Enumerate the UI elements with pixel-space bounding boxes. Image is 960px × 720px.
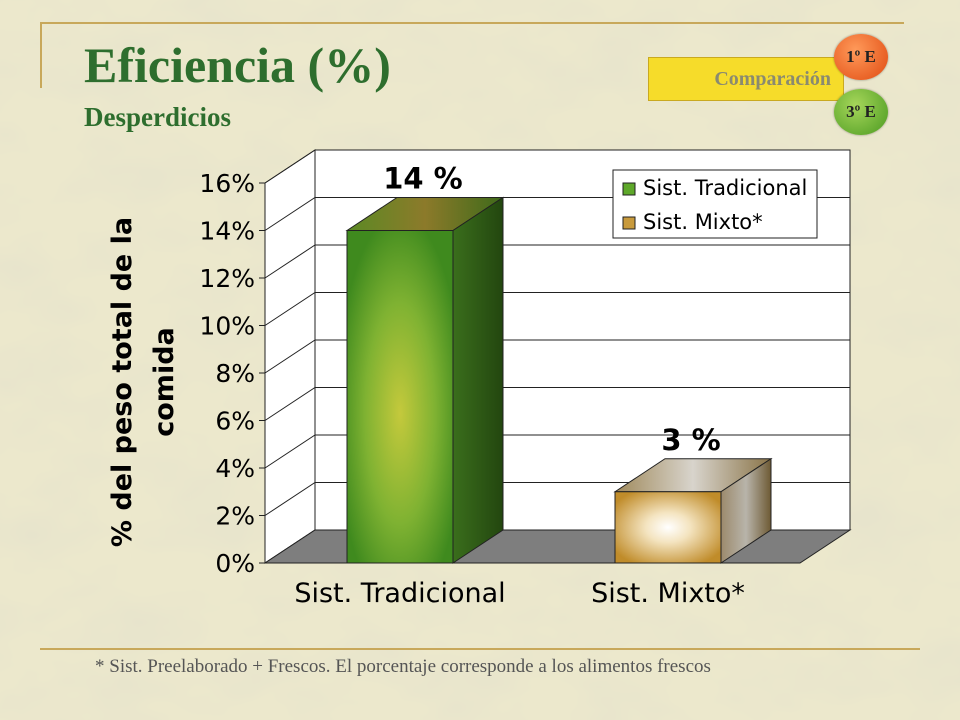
- y-tick-label: 6%: [215, 407, 255, 436]
- y-tick-label: 12%: [199, 264, 255, 293]
- legend-swatch: [622, 216, 636, 230]
- bar: [346, 230, 454, 564]
- y-tick-label: 16%: [199, 169, 255, 198]
- top-rule: [40, 22, 904, 24]
- data-label: 14 %: [383, 162, 463, 196]
- comparison-box: Comparación: [648, 57, 844, 101]
- bar: [614, 491, 722, 564]
- y-tick-label: 10%: [199, 312, 255, 341]
- legend: [612, 169, 818, 239]
- left-rule: [40, 22, 42, 88]
- x-tick-label: Sist. Tradicional: [294, 578, 505, 609]
- legend-swatch: [622, 182, 636, 196]
- y-axis-label: % del peso total de la comida: [107, 217, 180, 547]
- data-label: 3 %: [661, 423, 720, 457]
- comparison-label: Comparación: [714, 67, 831, 90]
- badge-1e-label: 1º E: [846, 47, 876, 66]
- y-tick-label: 4%: [215, 454, 255, 483]
- badge-1e: 1º E: [834, 34, 888, 80]
- legend-label: Sist. Mixto*: [643, 210, 763, 234]
- gridline: [264, 434, 850, 469]
- bottom-rule: [40, 648, 920, 650]
- gridline: [264, 339, 850, 374]
- page-subtitle: Desperdicios: [84, 102, 231, 132]
- x-tick-label: Sist. Mixto*: [591, 578, 745, 609]
- badge-3e: 3º E: [834, 89, 888, 135]
- y-tick-label: 0%: [215, 549, 255, 578]
- gridline: [264, 149, 850, 184]
- legend-label: Sist. Tradicional: [643, 176, 807, 200]
- y-tick-label: 14%: [199, 217, 255, 246]
- bar-side: [452, 196, 504, 564]
- badge-3e-label: 3º E: [846, 102, 876, 121]
- footnote: * Sist. Preelaborado + Frescos. El porce…: [95, 656, 711, 677]
- page-title: Eficiencia (%): [84, 37, 391, 93]
- y-tick-label: 8%: [215, 359, 255, 388]
- y-tick-label: 2%: [215, 502, 255, 531]
- gridline: [264, 292, 850, 326]
- gridline: [264, 387, 850, 421]
- gridline: [264, 244, 850, 279]
